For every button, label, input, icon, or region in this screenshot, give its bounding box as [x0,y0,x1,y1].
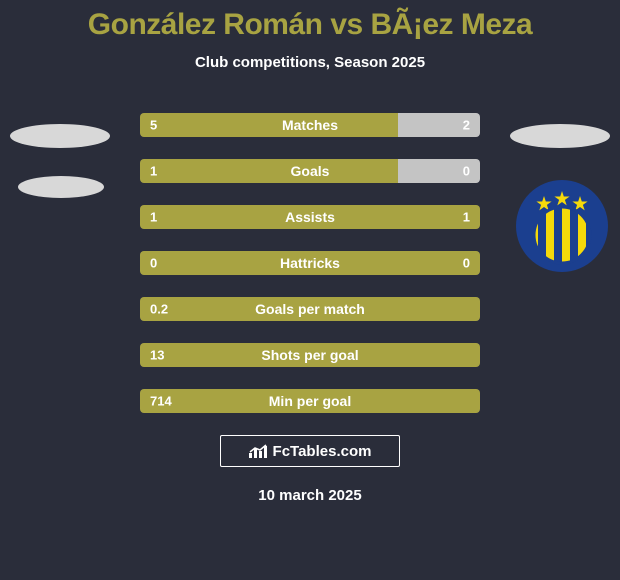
stat-bar-left [140,113,398,137]
stat-value-left: 5 [150,118,157,133]
stat-value-left: 0 [150,256,157,271]
stat-label: Hattricks [280,255,340,271]
stats-container: 5 2 Matches 1 0 Goals 1 1 Assists 0 0 Hattricks 0.2 G… [140,113,480,413]
stat-label: Assists [285,209,335,225]
comparison-title: González Román vs BÃ¡ez Meza [0,0,620,42]
stat-bar-left [140,159,398,183]
stat-row: 13 Shots per goal [140,343,480,367]
comparison-subtitle: Club competitions, Season 2025 [0,54,620,71]
stat-value-right: 2 [463,118,470,133]
stat-value-right: 1 [463,210,470,225]
player-left-placeholder-1 [10,124,110,148]
stat-value-left: 1 [150,164,157,179]
stat-label: Goals [291,163,330,179]
stat-label: Goals per match [255,301,365,317]
stat-value-right: 0 [463,256,470,271]
fctables-watermark: FcTables.com [220,435,400,467]
stat-row: 0.2 Goals per match [140,297,480,321]
stat-label: Min per goal [269,393,351,409]
stat-row: 1 0 Goals [140,159,480,183]
stat-value-left: 714 [150,394,172,409]
player-left-placeholder-2 [18,176,104,198]
generated-date: 10 march 2025 [0,487,620,504]
stat-value-left: 13 [150,348,164,363]
player-right-placeholder [510,124,610,148]
stat-value-left: 0.2 [150,302,168,317]
stat-row: 714 Min per goal [140,389,480,413]
stat-label: Shots per goal [261,347,358,363]
stat-row: 1 1 Assists [140,205,480,229]
stat-row: 0 0 Hattricks [140,251,480,275]
fctables-label: FcTables.com [273,443,372,460]
team-crest-right [516,180,608,272]
stat-row: 5 2 Matches [140,113,480,137]
chart-icon [249,444,267,458]
stat-value-left: 1 [150,210,157,225]
stat-value-right: 0 [463,164,470,179]
stat-label: Matches [282,117,338,133]
